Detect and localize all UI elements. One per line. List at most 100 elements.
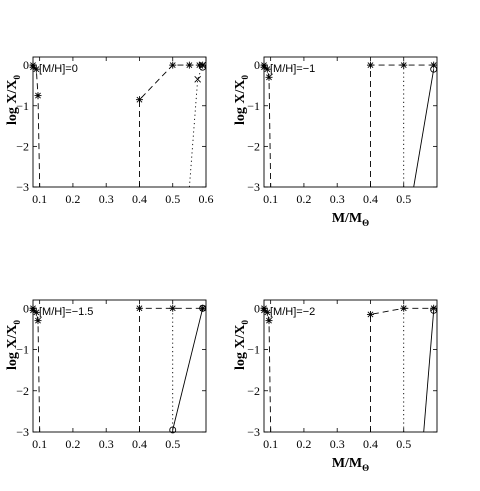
data-point-circle [199, 63, 207, 71]
y-tick-label: 0 [23, 301, 29, 315]
data-point-star [185, 61, 193, 69]
y-axis-label-text: log X/X [5, 325, 20, 371]
y-axis-label: log X/X0 [5, 75, 22, 126]
y-axis-label-subscript: 0 [240, 75, 250, 80]
x-tick-label: 0.2 [65, 192, 80, 206]
y-tick-label: −1 [247, 343, 260, 357]
series-dashed-line [33, 65, 41, 187]
data-point-cross [199, 61, 206, 69]
y-axis-label-text: log X/X [233, 80, 248, 126]
y-axis-label-subscript: 0 [240, 320, 250, 325]
data-point-star [263, 65, 271, 73]
metallicity-label: [M/H]=−1 [270, 63, 315, 75]
data-point-star [400, 304, 408, 312]
x-tick-label: 0.4 [132, 437, 147, 451]
x-tick-label: 0.1 [263, 192, 278, 206]
y-tick-label: −3 [16, 180, 29, 194]
data-point-star [34, 92, 42, 100]
y-tick-label: −3 [247, 180, 260, 194]
y-tick-label: −2 [16, 384, 29, 398]
data-point-star [32, 308, 40, 316]
series-dashed-line [139, 307, 203, 432]
y-tick-label: −3 [16, 425, 29, 439]
x-tick-label: 0.3 [330, 192, 345, 206]
chart-panel-3: 0 −1 −2 −30.1 0.2 0.3 0.4 0.5 [M/H]=−1.5 log X/X0 [5, 299, 207, 451]
x-tick-label: 0.3 [330, 437, 345, 451]
data-point-star [169, 61, 177, 69]
x-axis-label-subscript: Θ [362, 463, 369, 473]
y-tick-label: 0 [254, 301, 260, 315]
y-tick-label: −2 [247, 384, 260, 398]
y-axis-label-text: log X/X [233, 325, 248, 371]
series-dashed-line [370, 64, 434, 187]
x-tick-label: 0.1 [32, 192, 47, 206]
y-axis-label: log X/X0 [233, 320, 250, 371]
metallicity-label: [M/H]=0 [39, 63, 78, 75]
x-tick-label: 0.5 [396, 192, 411, 206]
series-solid-line [423, 310, 435, 432]
x-tick-label: 0.5 [396, 437, 411, 451]
data-point-star [199, 304, 207, 312]
data-point-circle [430, 65, 438, 73]
x-tick-label: 0.2 [296, 192, 311, 206]
series-solid-line [413, 69, 435, 187]
series-dashed-line [370, 307, 434, 432]
series-dashed-line [264, 308, 272, 432]
y-axis-label-subscript: 0 [12, 75, 22, 80]
series-dashed-line [33, 308, 41, 432]
metallicity-label: [M/H]=−2 [270, 306, 315, 318]
x-tick-label: 0.5 [165, 192, 180, 206]
x-tick-label: 0.1 [263, 437, 278, 451]
chart-panel-1: 0 −1 −2 −30.1 0.2 0.3 0.4 0.5 0.6 [M/H]=0 log X/X0 [5, 56, 214, 206]
y-axis-label: log X/X0 [5, 320, 22, 371]
y-tick-label: −1 [16, 343, 29, 357]
x-tick-label: 0.3 [99, 192, 114, 206]
data-point-star [265, 73, 273, 81]
x-axis-label: M/MΘ [332, 211, 369, 228]
data-point-circle [430, 306, 438, 314]
data-point-star [135, 96, 143, 104]
x-tick-label: 0.4 [363, 437, 378, 451]
y-axis-label-subscript: 0 [12, 320, 22, 325]
x-tick-label: 0.2 [65, 437, 80, 451]
plot-frame [263, 299, 438, 433]
plot-frame [32, 56, 207, 188]
y-tick-label: 0 [254, 58, 260, 72]
y-axis-label-text: log X/X [5, 80, 20, 126]
x-tick-label: 0.4 [363, 192, 378, 206]
data-point-circle [169, 426, 177, 434]
x-axis-label: M/MΘ [332, 456, 369, 473]
data-point-star [366, 310, 374, 318]
data-point-star [32, 65, 40, 73]
y-tick-label: −1 [16, 99, 29, 113]
x-axis-label-subscript: Θ [362, 218, 369, 228]
x-tick-label: 0.5 [165, 437, 180, 451]
data-point-star [263, 308, 271, 316]
data-point-star [169, 304, 177, 312]
y-axis-label: log X/X0 [233, 75, 250, 126]
y-tick-label: −2 [16, 139, 29, 153]
y-tick-label: −3 [247, 425, 260, 439]
series-solid-line [172, 308, 204, 431]
y-tick-label: −2 [247, 139, 260, 153]
x-tick-label: 0.3 [99, 437, 114, 451]
series-dashed-line [139, 64, 203, 187]
data-point-star [34, 317, 42, 325]
x-axis-label-text: M/M [332, 456, 362, 471]
x-axis-label-text: M/M [332, 211, 362, 226]
x-tick-label: 0.2 [296, 437, 311, 451]
metallicity-label: [M/H]=−1.5 [39, 306, 93, 318]
y-tick-label: −1 [247, 99, 260, 113]
data-point-cross [194, 76, 202, 83]
y-tick-label: 0 [23, 58, 29, 72]
plot-frame [32, 299, 207, 433]
x-tick-label: 0.1 [32, 437, 47, 451]
plot-frame [263, 56, 438, 188]
data-point-star [265, 317, 273, 325]
series-dashed-line [264, 65, 272, 187]
data-point-star [135, 304, 143, 312]
x-tick-label: 0.4 [132, 192, 147, 206]
